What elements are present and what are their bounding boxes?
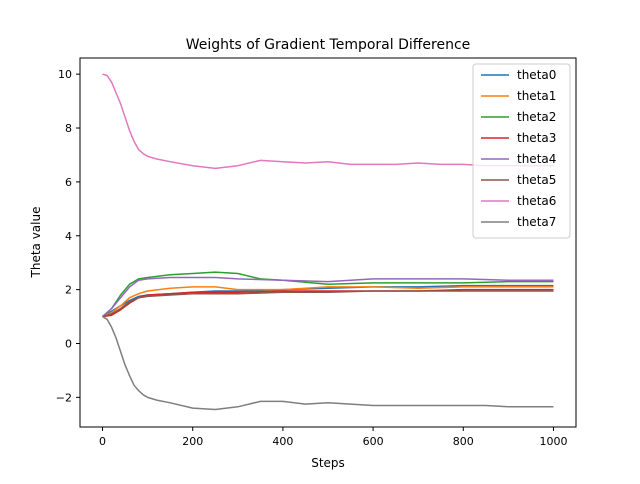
x-axis-ticks: 0 200 400 600 800 1000 bbox=[99, 427, 567, 448]
series-line-theta2 bbox=[102, 271, 554, 318]
series-line-theta6 bbox=[102, 73, 554, 170]
series-line-theta4 bbox=[102, 276, 554, 318]
y-tick-label: 10 bbox=[58, 68, 72, 81]
y-tick-label: −2 bbox=[56, 391, 72, 404]
chart-title: Weights of Gradient Temporal Difference bbox=[186, 37, 471, 53]
legend-label-theta3: theta3 bbox=[517, 131, 556, 145]
y-axis-ticks: −2 0 2 4 6 8 10 bbox=[56, 68, 80, 404]
x-tick-label: 1000 bbox=[539, 435, 567, 448]
x-tick-label: 200 bbox=[182, 435, 203, 448]
x-tick-label: 400 bbox=[272, 435, 293, 448]
legend-label-theta7: theta7 bbox=[517, 215, 556, 229]
legend-box bbox=[472, 63, 571, 239]
legend-label-theta1: theta1 bbox=[517, 89, 556, 103]
y-tick-label: 0 bbox=[65, 338, 72, 351]
series-line-theta7 bbox=[102, 315, 554, 411]
y-tick-label: 4 bbox=[65, 230, 72, 243]
y-axis-label: Theta value bbox=[29, 207, 43, 279]
series-line-theta1 bbox=[102, 286, 554, 318]
legend-label-theta4: theta4 bbox=[517, 152, 556, 166]
series-line-theta5 bbox=[102, 290, 554, 318]
legend-label-theta0: theta0 bbox=[517, 68, 556, 82]
x-tick-label: 0 bbox=[99, 435, 106, 448]
x-axis-label: Steps bbox=[311, 456, 345, 470]
y-tick-label: 6 bbox=[65, 176, 72, 189]
y-tick-label: 8 bbox=[65, 122, 72, 135]
legend: theta0 theta1 theta2 theta3 theta4 theta5 thet… bbox=[472, 63, 571, 239]
legend-label-theta2: theta2 bbox=[517, 110, 556, 124]
plot-lines bbox=[102, 73, 554, 411]
legend-label-theta6: theta6 bbox=[517, 194, 556, 208]
x-tick-label: 800 bbox=[453, 435, 474, 448]
series-line-theta0 bbox=[102, 284, 554, 318]
y-tick-label: 2 bbox=[65, 284, 72, 297]
x-tick-label: 600 bbox=[363, 435, 384, 448]
legend-label-theta5: theta5 bbox=[517, 173, 556, 187]
axes-frame bbox=[79, 57, 577, 428]
